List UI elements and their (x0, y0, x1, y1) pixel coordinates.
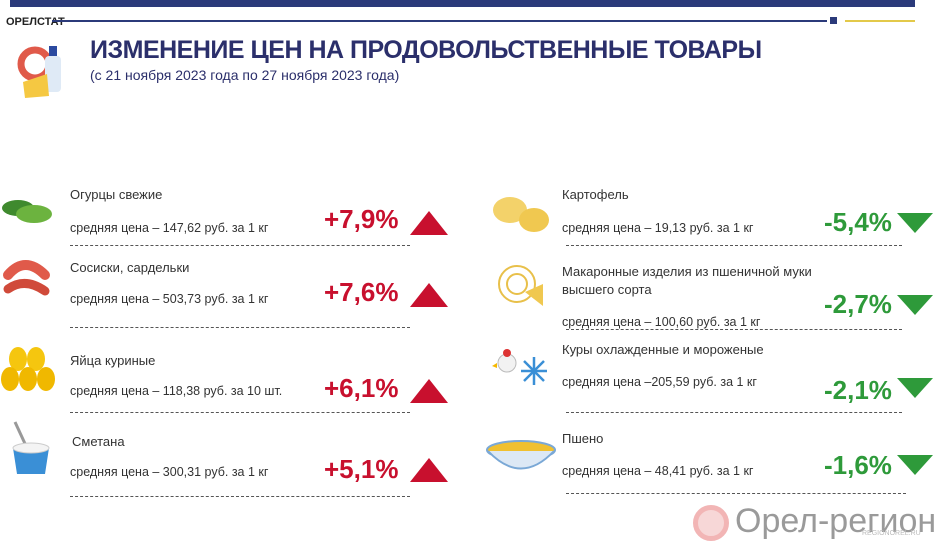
item-price: средняя цена – 118,38 руб. за 10 шт. (70, 384, 283, 398)
change-percent: -2,1% (824, 375, 892, 405)
cucumber-icon (2, 200, 52, 223)
watermark-text: Орел-регион (735, 502, 937, 540)
arrow-down-icon (897, 213, 933, 233)
header-accent-line (845, 20, 915, 22)
change-percent: +6,1% (324, 373, 399, 403)
change-percent: -2,7% (824, 289, 892, 319)
header-divider (52, 20, 827, 22)
item-name: Сметана (72, 434, 125, 449)
page-subtitle: (с 21 ноября 2023 года по 27 ноября 2023… (90, 67, 400, 83)
divider (566, 412, 902, 413)
item-name: Картофель (562, 187, 629, 202)
divider (70, 412, 410, 413)
item-price: средняя цена – 19,13 руб. за 1 кг (562, 221, 754, 235)
change-percent: +5,1% (324, 454, 399, 484)
item-name: Пшено (562, 431, 604, 446)
sausage-icon (3, 260, 50, 296)
arrow-down-icon (897, 455, 933, 475)
item-price: средняя цена – 147,62 руб. за 1 кг (70, 221, 269, 235)
millet-icon (486, 440, 556, 470)
item-name: Куры охлажденные и мороженые (562, 342, 764, 357)
potato-icon (493, 197, 549, 232)
item-price: средняя цена – 100,60 руб. за 1 кг (562, 315, 761, 329)
divider (70, 496, 410, 497)
eggs-icon (1, 347, 55, 391)
divider (70, 327, 410, 328)
change-percent: +7,9% (324, 204, 399, 234)
item-price: средняя цена – 503,73 руб. за 1 кг (70, 292, 269, 306)
divider (70, 245, 410, 246)
header-square (830, 17, 837, 24)
item-name: Сосиски, сардельки (70, 260, 190, 275)
divider (566, 329, 902, 330)
divider (566, 493, 906, 494)
change-percent: +7,6% (324, 277, 399, 307)
chicken-icon (492, 349, 547, 385)
arrow-up-icon (410, 458, 448, 482)
top-bar (10, 0, 915, 7)
sour-cream-icon (12, 421, 50, 474)
divider (566, 245, 902, 246)
arrow-up-icon (410, 211, 448, 235)
watermark-url: REGIONOREL.RU (862, 530, 921, 537)
item-name: Огурцы свежие (70, 187, 163, 202)
item-price: средняя цена – 48,41 руб. за 1 кг (562, 464, 754, 478)
arrow-up-icon (410, 283, 448, 307)
page-title: ИЗМЕНЕНИЕ ЦЕН НА ПРОДОВОЛЬСТВЕННЫЕ ТОВАР… (90, 36, 762, 64)
change-percent: -1,6% (824, 450, 892, 480)
item-price: средняя цена – 300,31 руб. за 1 кг (70, 465, 269, 479)
change-percent: -5,4% (824, 207, 892, 237)
pasta-icon (498, 265, 543, 306)
groceries-icon (17, 46, 61, 98)
watermark-logo-icon (693, 505, 729, 541)
item-name: Яйца куриные (70, 353, 156, 368)
arrow-down-icon (897, 295, 933, 315)
item-price: средняя цена –205,59 руб. за 1 кг (562, 375, 757, 389)
arrow-up-icon (410, 379, 448, 403)
item-name: Макаронные изделия из пшеничной муки выс… (562, 264, 812, 297)
arrow-down-icon (897, 378, 933, 398)
brand-label: ОРЕЛСТАТ (6, 16, 65, 28)
